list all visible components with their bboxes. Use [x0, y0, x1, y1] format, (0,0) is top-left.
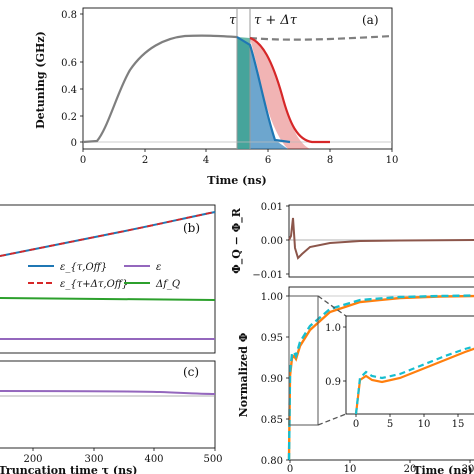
inset-ytick-0: 1.0 — [325, 323, 341, 334]
panel-e-yticks — [286, 295, 289, 461]
e-xlabel: Time (ns) — [413, 464, 472, 474]
inset-xtick-2: 10 — [418, 419, 431, 430]
red-decay-fill — [250, 38, 310, 149]
panel-c-xticks — [32, 448, 216, 451]
e-ytick-0: 1.00 — [261, 292, 283, 303]
a-ytick-2: 0.4 — [61, 85, 77, 96]
b-panel-label: (b) — [183, 221, 200, 235]
e-ylabel: Normalized Φ — [237, 332, 250, 417]
zoom-connector-top — [317, 295, 347, 317]
e-xtick-2: 20 — [404, 464, 417, 474]
inset-xtick-1: 5 — [387, 419, 393, 430]
d-phase-diff-curve — [288, 217, 474, 260]
panel-c: (c) 200 300 400 500 Truncation time τ (n… — [0, 360, 223, 474]
e-ytick-4: 0.80 — [261, 456, 283, 467]
a-ytick-1: 0.2 — [61, 112, 77, 123]
c-xtick-2: 400 — [144, 454, 163, 465]
inset-xticks — [355, 414, 459, 417]
c-xlabel: Truncation time τ (ns) — [0, 464, 137, 474]
legend-delta-fq: Δf_Q — [155, 279, 180, 290]
panel-a: 0 2 4 6 8 10 0 0.2 0.4 0.6 0.8 Time (ns)… — [34, 7, 399, 187]
dashed-continuation — [249, 34, 393, 41]
blue-decay-fill — [250, 45, 288, 149]
a-ytick-4: 0.8 — [61, 10, 77, 21]
panel-d-yticks — [286, 205, 289, 275]
rise-curve — [82, 34, 238, 144]
panel-e: 1.0 0.9 0 5 10 15 1.00 0.95 0.90 0.85 0.… — [237, 286, 474, 474]
delta-fq-curve — [0, 297, 216, 301]
c-xtick-3: 500 — [203, 454, 222, 465]
a-ytick-0: 0 — [71, 138, 77, 149]
d-ytick-0: 0.01 — [261, 202, 283, 213]
a-xlabel: Time (ns) — [207, 174, 266, 187]
a-tau-dtau-label: τ + Δτ — [254, 13, 298, 28]
c-eps-curve — [0, 390, 216, 395]
eps-tau-dtau-off-curve — [0, 211, 216, 257]
e-xtick-0: 0 — [287, 464, 293, 474]
panel-b-frame — [0, 204, 216, 354]
teal-fill — [237, 37, 250, 149]
legend-eps-tau-dtau: ε_{τ+Δτ,Off} — [60, 279, 128, 290]
d-ytick-2: −0.01 — [252, 270, 283, 281]
a-ytick-3: 0.6 — [61, 58, 77, 69]
legend-eps-tau: ε_{τ,Off} — [60, 262, 107, 273]
panel-a-xticks — [82, 149, 393, 152]
a-ylabel: Detuning (GHz) — [34, 31, 47, 129]
e-ytick-1: 0.95 — [261, 333, 283, 344]
legend-eps: ε — [156, 262, 161, 273]
blue-decay-curve — [236, 36, 291, 144]
a-xtick-3: 6 — [265, 155, 271, 166]
e-cyan-dashed-curve — [287, 294, 474, 461]
a-xtick-2: 4 — [203, 155, 209, 166]
inset-frame — [345, 315, 474, 415]
c-xtick-0: 200 — [23, 454, 42, 465]
d-ylabel: Φ_Q − Φ_R — [230, 207, 244, 274]
e-ytick-3: 0.85 — [261, 415, 283, 426]
panel-d: 0.01 0.00 −0.01 Φ_Q − Φ_R — [230, 202, 474, 281]
panel-d-frame — [288, 204, 474, 278]
e-xtick-3: 30 — [462, 464, 474, 474]
zoom-box — [288, 295, 319, 426]
inset-xtick-0: 0 — [353, 419, 359, 430]
zoom-connector-bottom — [317, 413, 347, 426]
c-panel-label: (c) — [183, 365, 199, 379]
e-xtick-1: 10 — [344, 464, 357, 474]
inset-orange-curve — [354, 347, 474, 415]
a-tau-label: τ — [229, 13, 237, 28]
inset-ytick-1: 0.9 — [325, 377, 341, 388]
a-xtick-5: 10 — [386, 155, 399, 166]
panel-e-xticks — [289, 460, 471, 463]
panel-b: (b) ε_{τ,Off} ε_{τ+Δτ,Off} ε Δf_Q — [0, 204, 216, 354]
d-ytick-1: 0.00 — [261, 236, 283, 247]
c-xtick-1: 300 — [84, 454, 103, 465]
a-xtick-1: 2 — [142, 155, 148, 166]
a-xtick-0: 0 — [80, 155, 86, 166]
panel-c-frame — [0, 360, 216, 449]
red-decay-curve — [249, 36, 330, 144]
inset-yticks — [343, 326, 346, 382]
inset-xtick-3: 15 — [452, 419, 465, 430]
inset-cyan-dashed-curve — [354, 345, 474, 415]
panel-a-yticks — [80, 13, 83, 143]
a-panel-label: (a) — [362, 13, 379, 27]
e-ytick-2: 0.90 — [261, 374, 283, 385]
a-xtick-4: 8 — [327, 155, 333, 166]
